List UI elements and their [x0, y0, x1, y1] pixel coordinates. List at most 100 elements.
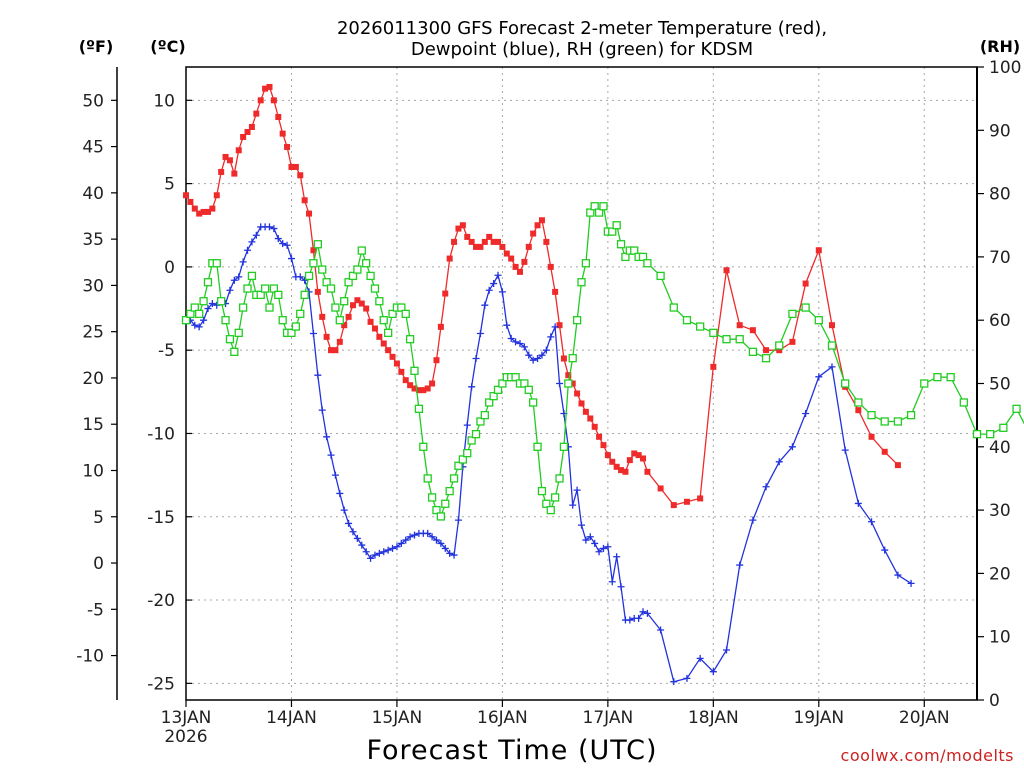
rh-point [419, 442, 428, 451]
dewpoint-point [573, 486, 581, 494]
x-tick-label: 19JAN [793, 708, 844, 728]
temperature-point [609, 458, 616, 465]
temperature-point [433, 357, 440, 364]
dewpoint-point [274, 235, 282, 243]
rh-point [709, 328, 718, 338]
rh-point [524, 385, 533, 394]
temperature-point [402, 377, 409, 384]
celsius-unit-label: (ºC) [150, 37, 185, 56]
dewpoint-point [454, 516, 462, 524]
f-tick-label: 25 [82, 323, 104, 343]
temperature-point [429, 380, 436, 387]
rh-point [814, 316, 823, 325]
temperature-point [398, 368, 405, 375]
dewpoint-point [327, 451, 335, 459]
rh-point [827, 341, 837, 350]
rh-unit-label: (RH) [980, 37, 1020, 56]
rh-point [309, 259, 318, 268]
temperature-point [244, 128, 251, 135]
temperature-point [547, 263, 554, 270]
axes: 50454035302520151050-5-101050-5-10-15-20… [76, 58, 1021, 747]
dewpoint-point [476, 330, 484, 338]
temperature-point [332, 347, 339, 354]
rh-point [616, 240, 626, 249]
rh-point [432, 505, 441, 515]
temperature-point [477, 243, 484, 250]
rh-point [291, 322, 301, 331]
f-tick-label: -5 [87, 600, 104, 620]
dewpoint-point [582, 536, 590, 544]
rh-tick-label: 50 [989, 375, 1011, 395]
rh-point [256, 290, 265, 300]
rh-point [234, 328, 243, 338]
dewpoint-point [375, 549, 383, 557]
f-tick-label: 5 [93, 508, 104, 528]
dewpoint-point [775, 458, 783, 466]
rh-point [375, 297, 384, 306]
temperature-point [600, 442, 607, 449]
dewpoint-point [802, 409, 810, 417]
credit-text: coolwx.com/modelts [841, 746, 1014, 765]
temperature-point [776, 347, 783, 354]
rh-point [533, 442, 542, 451]
dewpoint-point [762, 483, 770, 491]
temperature-point [587, 415, 594, 422]
rh-point [608, 227, 617, 236]
dewpoint-point [907, 579, 915, 587]
dewpoint-point [626, 616, 634, 624]
temperature-point [200, 208, 207, 215]
dewpoint-point [815, 373, 823, 381]
rh-point [195, 309, 204, 319]
rh-point [348, 271, 358, 281]
c-tick-label: -25 [147, 674, 175, 694]
temperature-point [358, 300, 365, 307]
dewpoint-point [683, 674, 691, 682]
rh-point [906, 410, 916, 420]
temperature-point [292, 163, 299, 170]
rh-point [274, 290, 283, 300]
dewpoint-point [389, 544, 397, 552]
rh-tick-label: 40 [989, 438, 1011, 458]
temperature-point [503, 250, 510, 257]
dewpoint-point [437, 539, 445, 547]
rh-point [669, 303, 678, 312]
temperature-point [345, 313, 352, 320]
rh-point [581, 259, 591, 268]
rh-point [199, 297, 208, 306]
rh-tick-label: 100 [989, 58, 1021, 78]
dewpoint-point [287, 255, 295, 263]
rh-point [405, 335, 415, 344]
f-tick-label: 0 [93, 554, 104, 574]
dewpoint-point [503, 321, 511, 329]
dewpoint-point [204, 305, 212, 313]
dewpoint-point [591, 539, 599, 547]
temperature-point [266, 83, 273, 90]
dewpoint-point [402, 536, 410, 544]
temperature-point [683, 498, 690, 505]
c-tick-label: -10 [147, 424, 175, 444]
rh-tick-label: 30 [989, 501, 1011, 521]
temperature-point [191, 205, 198, 212]
temperature-point [635, 452, 642, 459]
rh-point [445, 486, 454, 496]
dewpoint-point [406, 533, 414, 541]
temperature-point [288, 163, 295, 170]
temperature-point [275, 113, 282, 120]
rh-point [476, 417, 485, 426]
c-tick-label: -15 [147, 508, 175, 528]
dewpoint-point [635, 614, 643, 622]
dewpoint-point [613, 553, 621, 561]
rh-point [190, 303, 199, 312]
dewpoint-point [384, 546, 392, 554]
temperature-point [578, 400, 585, 407]
series-line [185, 86, 899, 506]
rh-point [682, 316, 692, 325]
temperature-point [380, 340, 387, 347]
dewpoint-point [512, 338, 520, 346]
temperature-point [516, 268, 523, 275]
dewpoint-point [446, 549, 454, 557]
plot-frame [185, 66, 978, 701]
f-tick-label: 50 [82, 91, 104, 111]
f-tick-label: 35 [82, 230, 104, 250]
